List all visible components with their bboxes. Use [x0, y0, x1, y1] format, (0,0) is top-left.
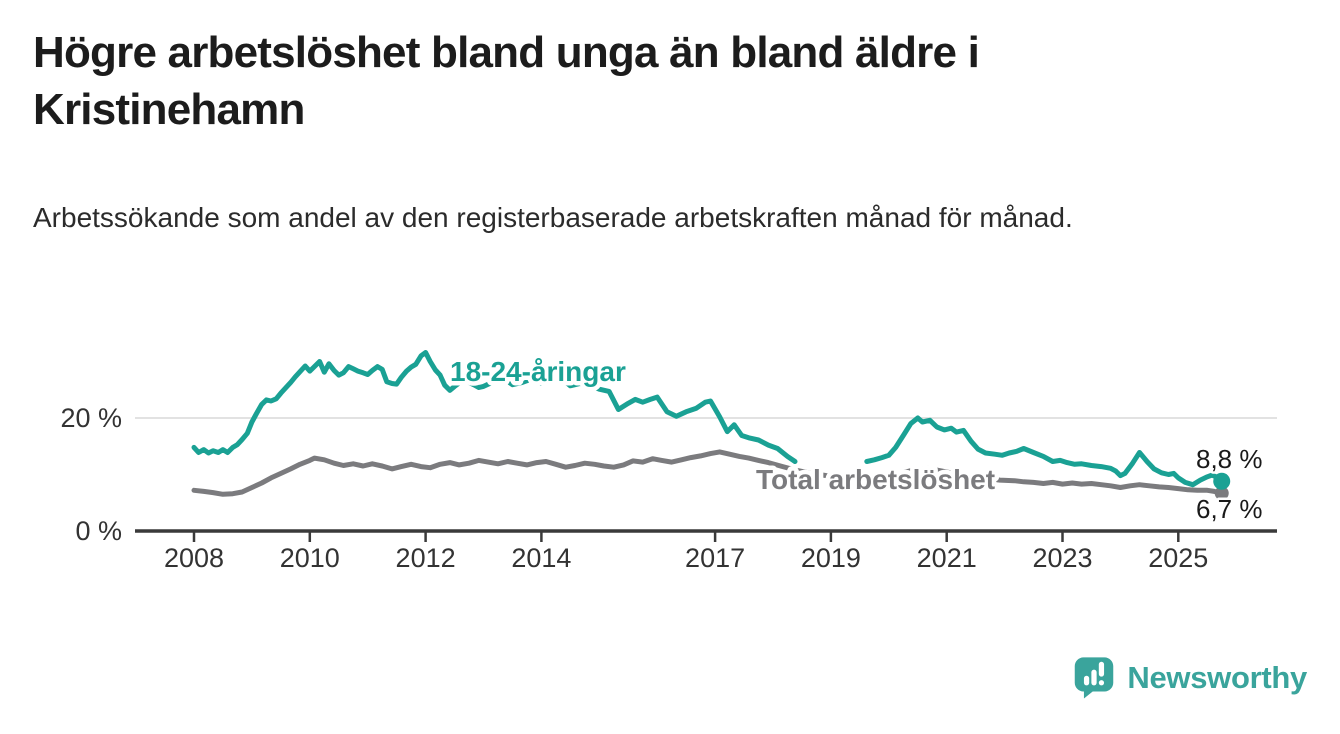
newsworthy-logo-icon [1073, 655, 1115, 700]
x-tick-label-2017: 2017 [685, 543, 745, 573]
brand-name: Newsworthy [1127, 659, 1307, 695]
series-line-youth-seg1 [191, 350, 798, 464]
series-inline-label-total: Total arbetslöshet [756, 464, 995, 495]
series-end-value-label-total: 6,7 % [1196, 494, 1263, 524]
x-tick-label-2008: 2008 [164, 543, 224, 573]
x-tick-label-2012: 2012 [396, 543, 456, 573]
x-tick-label-2019: 2019 [801, 543, 861, 573]
x-tick-label-2021: 2021 [917, 543, 977, 573]
series-inline-label-youth: 18-24-åringar [450, 356, 626, 387]
series-end-dot-total [1214, 486, 1229, 501]
unemployment-line-chart: Total arbetslöshet 18-24-åringar 2008 2010 2… [60, 350, 1277, 573]
series-end-value-label-youth: 8,8 % [1196, 444, 1263, 474]
x-tick-label-2010: 2010 [280, 543, 340, 573]
page-title: Högre arbetslöshet bland unga än bland ä… [33, 28, 980, 134]
y-tick-label-20: 20 % [60, 403, 122, 433]
series-line-youth-seg2 [864, 415, 1225, 488]
x-tick-label-2014: 2014 [511, 543, 571, 573]
x-tick-label-2025: 2025 [1148, 543, 1208, 573]
series-end-dot-youth [1213, 472, 1231, 490]
x-tick-label-2023: 2023 [1032, 543, 1092, 573]
page-subtitle: Arbetssökande som andel av den registerb… [33, 202, 1073, 233]
brand-footer: Newsworthy [1073, 655, 1307, 700]
y-tick-label-0: 0 % [75, 516, 122, 546]
series-line-total [191, 449, 1225, 497]
